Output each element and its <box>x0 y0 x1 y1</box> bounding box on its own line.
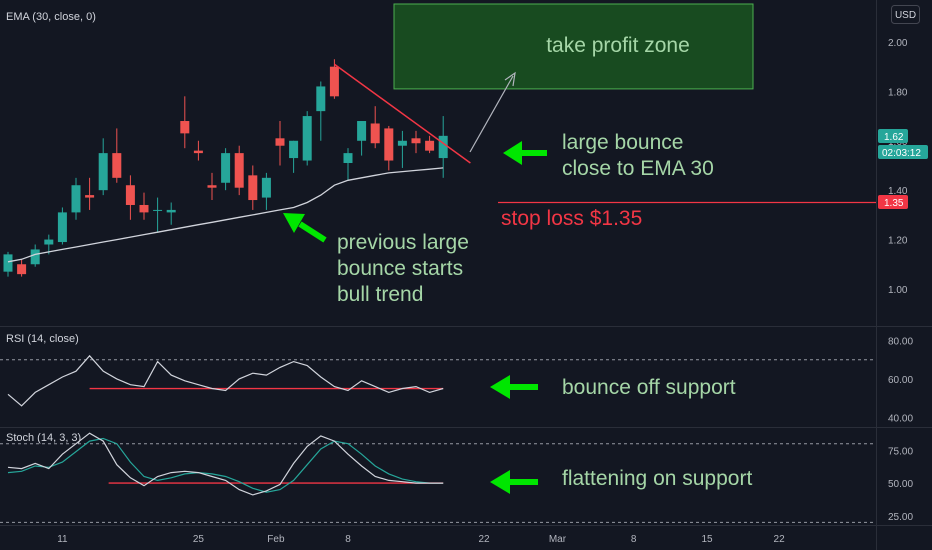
stoch-k-line <box>7 432 444 496</box>
y-tick-label: 80.00 <box>888 336 913 347</box>
x-tick-label: 15 <box>701 534 713 545</box>
candle-body <box>302 116 312 161</box>
candle-body <box>221 153 231 183</box>
ema-30-line <box>7 167 444 263</box>
candle-body <box>397 140 407 146</box>
candle-body <box>125 185 135 205</box>
candle-body <box>57 212 67 243</box>
last-price-value: 1.62 <box>884 132 904 143</box>
candle-body <box>30 249 40 265</box>
candle-body <box>193 150 203 154</box>
candle-body <box>139 204 149 213</box>
x-tick-label: 22 <box>774 534 786 545</box>
x-tick-label: 25 <box>193 534 205 545</box>
candle-body <box>234 153 244 188</box>
candle-body <box>357 121 367 141</box>
green-arrow-icon <box>283 213 327 243</box>
target-arrow-head <box>504 71 516 87</box>
stop-price-badge <box>878 195 908 209</box>
candle-body <box>384 128 394 161</box>
y-tick-label: 1.40 <box>888 186 908 197</box>
candle-body <box>289 140 299 159</box>
candle-body <box>261 177 271 198</box>
stop-price-value: 1.35 <box>884 198 904 209</box>
candle-body <box>207 185 217 188</box>
target-arrow-line <box>469 75 514 153</box>
candle-body <box>411 138 421 144</box>
candle-body <box>275 138 285 146</box>
candle-body <box>153 209 163 211</box>
candle-body <box>329 66 339 97</box>
countdown-value: 02:03:12 <box>882 148 921 159</box>
take-profit-label: take profit zone <box>546 34 690 57</box>
candle-body <box>112 153 122 178</box>
y-tick-label: 1.80 <box>888 87 908 98</box>
stoch-d-line <box>7 437 444 493</box>
candle-body <box>180 121 190 134</box>
rsi-line <box>7 354 444 407</box>
previous-note-line3: bull trend <box>337 283 423 306</box>
candle-body <box>17 264 27 275</box>
previous-note-line1: previous large <box>337 231 469 254</box>
previous-note-line2: bounce starts <box>337 257 463 280</box>
stop-loss-label: stop loss $1.35 <box>501 207 642 230</box>
currency-button[interactable] <box>891 5 920 24</box>
main-indicator-title[interactable]: EMA (30, close, 0) <box>6 11 96 23</box>
candle-body <box>71 185 81 213</box>
bounce-note-line1: large bounce <box>562 131 683 154</box>
candle-body <box>44 239 54 245</box>
y-tick-label: 60.00 <box>888 375 913 386</box>
rsi-note: bounce off support <box>562 376 736 399</box>
rsi-title[interactable]: RSI (14, close) <box>6 333 79 345</box>
candle-body <box>3 254 13 272</box>
candle-body <box>248 175 258 201</box>
green-arrow-icon <box>503 141 547 165</box>
y-tick-label: 40.00 <box>888 413 913 424</box>
candle-body <box>98 153 108 191</box>
resistance-trendline <box>333 63 471 164</box>
bounce-note-line2: close to EMA 30 <box>562 157 714 180</box>
time-scale[interactable]: 11 25 Feb 8 22 Mar 8 15 22 <box>57 534 785 545</box>
y-tick-label: 1.20 <box>888 236 908 247</box>
y-tick-label: 1.00 <box>888 285 908 296</box>
countdown-badge <box>878 145 928 159</box>
candle-body <box>425 140 435 151</box>
candles-layer <box>3 59 448 277</box>
candle-body <box>438 135 448 159</box>
x-tick-label: 22 <box>478 534 490 545</box>
green-arrow-icon <box>490 375 538 399</box>
price-scale[interactable]: 2.001.801.601.401.201.0080.0060.0040.007… <box>888 38 913 523</box>
y-tick-label: 75.00 <box>888 446 913 457</box>
candle-body <box>316 86 326 112</box>
stoch-note: flattening on support <box>562 467 752 490</box>
candle-body <box>85 195 95 198</box>
x-tick-label: Feb <box>267 534 285 545</box>
x-tick-label: 11 <box>57 534 68 545</box>
last-price-badge <box>878 129 908 143</box>
stoch-title[interactable]: Stoch (14, 3, 3) <box>6 432 81 444</box>
candle-body <box>166 209 176 213</box>
take-profit-zone <box>393 3 754 90</box>
green-arrow-icon <box>490 470 538 494</box>
currency-label: USD <box>895 10 916 21</box>
x-tick-label: 8 <box>345 534 351 545</box>
x-tick-label: 8 <box>631 534 637 545</box>
candle-body <box>343 153 353 163</box>
y-tick-label: 25.00 <box>888 512 913 523</box>
candle-body <box>370 123 380 144</box>
y-tick-label: 50.00 <box>888 479 913 490</box>
x-tick-label: Mar <box>549 534 567 545</box>
y-tick-label: 2.00 <box>888 38 908 49</box>
